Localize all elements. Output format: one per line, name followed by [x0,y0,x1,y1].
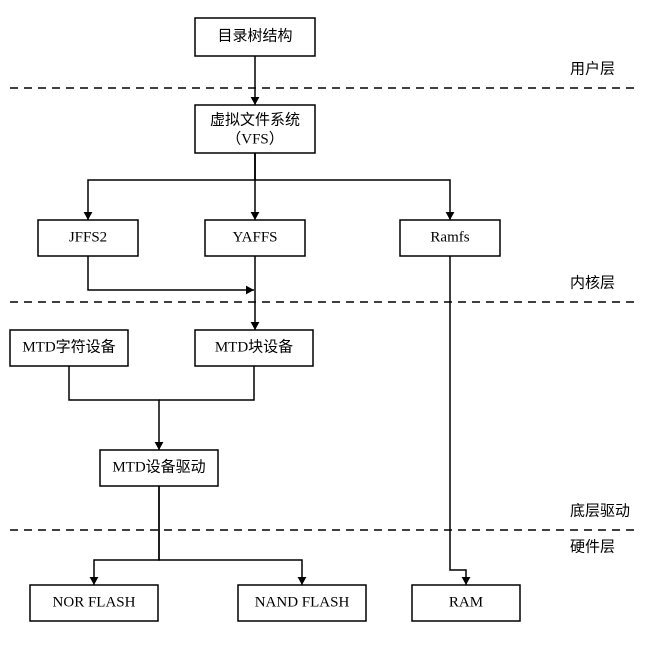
node-label-nor: NOR FLASH [53,594,136,610]
layer-label-kernel: 内核层 [570,274,615,291]
node-label-mtddrv: MTD设备驱动 [112,458,205,475]
node-label-mtdblock: MTD块设备 [215,338,293,355]
filesystem-architecture-diagram: 用户层内核层底层驱动硬件层 目录树结构虚拟文件系统 （VFS） JFFS2 YAFFS R… [0,0,650,645]
node-label-mtdchar: MTD字符设备 [22,338,115,355]
node-label-yaffs: YAFFS [232,229,277,245]
edge-vfs-to-jffs2 [88,153,255,220]
node-label-dirtree: 目录树结构 [217,27,292,44]
layer-label-hw: 硬件层 [570,538,615,555]
edge-mtdchar-to-mtddrv [69,366,159,450]
arrowhead-vfs-to-jffs2 [84,212,93,220]
arrowhead-dirtree-to-vfs [251,97,260,105]
node-label-ram: RAM [449,594,483,610]
arrowhead-vfs-to-ramfs [446,212,455,220]
node-label-jffs2: JFFS2 [69,229,107,245]
edge-mtddrv-to-nor [94,486,159,585]
layer-label-user: 用户层 [570,60,615,77]
node-label-nand: NAND FLASH [255,594,350,610]
edge-vfs-to-ramfs [255,153,450,220]
arrowhead-mtdchar-to-mtddrv [155,442,164,450]
edge-mtdblock-to-mtddrv [159,366,254,400]
edge-jffs2-to-mtdblock [88,256,254,290]
arrowhead-vfs-to-yaffs [251,212,260,220]
edge-ramfs-to-ram [450,256,466,585]
arrowhead-ramfs-to-ram [462,577,471,585]
arrowhead-mtddrv-to-nor [90,577,99,585]
node-label2-vfs: （VFS） [226,130,284,147]
node-label-ramfs: Ramfs [430,229,469,245]
arrowhead-jffs2-to-mtdblock [246,286,254,295]
arrowhead-mtddrv-to-nand [298,577,307,585]
node-label-vfs: 虚拟文件系统 [210,111,300,128]
layer-label-driver: 底层驱动 [570,502,630,519]
edge-mtddrv-to-nand [159,486,302,585]
arrowhead-yaffs-to-mtdblock [251,322,260,330]
